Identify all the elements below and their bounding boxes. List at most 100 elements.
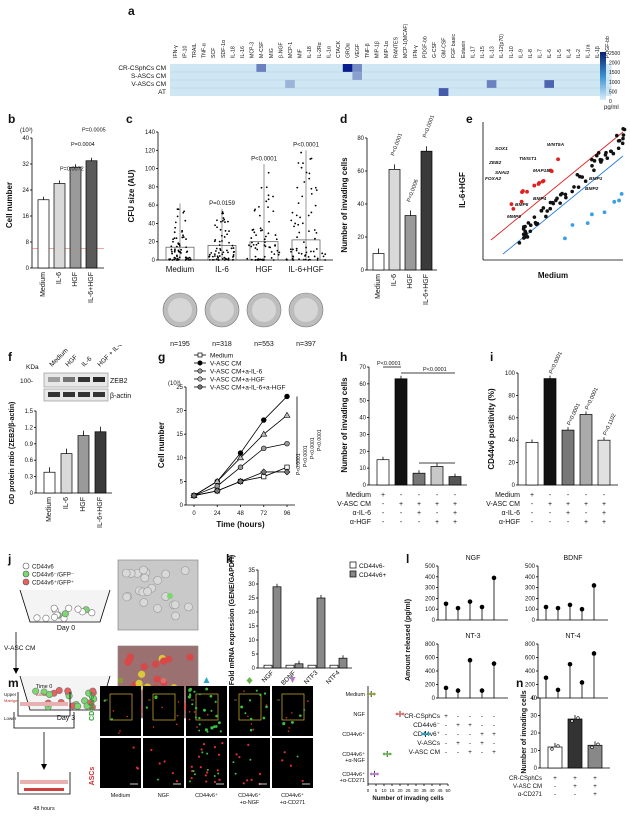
panel-c-point <box>216 255 219 258</box>
panel-b-bar <box>37 199 50 269</box>
panel-d-tick-label: 40 <box>357 202 364 208</box>
panel-e-point-down <box>602 210 607 215</box>
panel-b-tick-label: 8 <box>26 240 30 246</box>
panel-c-point <box>300 166 303 169</box>
panel-g-point <box>283 468 291 476</box>
panel-c-point <box>214 250 217 252</box>
panel-c-point <box>176 215 179 218</box>
panel-c-point <box>278 251 281 254</box>
panel-m-cell-green <box>249 728 253 732</box>
heatmap-column-label: IL-18 <box>307 46 313 58</box>
panel-m-zoom-box <box>152 693 176 721</box>
panel-m-cell-green <box>188 780 191 783</box>
panel-n-tick-label: 20 <box>530 731 537 737</box>
panel-i-sign: - <box>567 492 570 499</box>
panel-c-point <box>308 230 310 233</box>
panel-h-sign: + <box>417 510 421 517</box>
panel-m-dot-x-tick-label: 25 <box>405 788 411 793</box>
panel-g-legend-label: V-ASC CM+a-HGF <box>210 377 265 384</box>
panel-m-cell-red <box>112 710 115 712</box>
panel-n-bar <box>547 746 563 769</box>
heatmap-row-label: AT <box>158 89 166 96</box>
panel-j-micrograph-cell <box>139 565 148 575</box>
panel-e-point-unchanged <box>570 189 574 194</box>
panel-m-dot-x-tick-label: 50 <box>445 788 451 793</box>
panel-m-cell-red <box>135 766 139 769</box>
panel-j-micrograph-cell <box>138 670 146 678</box>
panel-h-tick-label: 40 <box>359 416 366 422</box>
colorbar-unit: pg/ml <box>604 105 619 110</box>
panel-h-condition-label: V-ASC CM <box>337 501 371 508</box>
panel-g-x-tick-label: 24 <box>214 511 221 517</box>
panel-c-point <box>272 195 274 198</box>
panel-a-heatmap: IFN-γ IP-10 TRAIL TNF-α SCF SDF-1α IL-18 IL-16 M… <box>118 23 620 110</box>
panel-j-micrograph-cell <box>152 660 160 668</box>
panel-j-legend-marker <box>22 578 30 586</box>
panel-m-cell-red <box>247 743 250 746</box>
panel-c-point <box>301 195 304 198</box>
panel-c-point <box>173 231 176 234</box>
panel-k-tick-label: 0 <box>252 666 256 672</box>
panel-m-cell-red <box>252 728 255 731</box>
panel-i-chart: CD44v6 positivity (%) 0 20 40 60 80 100 P<0.000… <box>486 351 618 526</box>
heatmap-column-label: IL-6 <box>547 49 553 58</box>
panel-m-cell-green <box>259 694 262 697</box>
panel-m-cell-green <box>202 708 206 712</box>
panel-c-point <box>221 258 224 260</box>
panel-n-sign: - <box>554 791 556 798</box>
panel-l-point <box>467 657 473 663</box>
panel-c-point <box>298 252 300 255</box>
panel-c-point <box>305 251 308 254</box>
panel-l-point <box>543 604 549 610</box>
panel-m-transwell-bottom <box>13 712 75 729</box>
panel-m-cell-green <box>110 718 114 721</box>
panel-c-point <box>302 162 304 165</box>
panel-m-dot-x-tick-label: 35 <box>421 788 427 793</box>
panel-m-cell-red <box>213 780 217 784</box>
colorbar-tick-label: 1500 <box>609 70 620 76</box>
panel-j-micrograph-cell <box>165 655 173 663</box>
panel-m-dot-point <box>401 712 405 716</box>
panel-m-dot-point <box>366 692 370 696</box>
panel-g-tick-label: 5 <box>180 479 184 485</box>
panel-c-point <box>215 258 218 260</box>
panel-i-sign: - <box>549 492 552 499</box>
panel-c-point <box>267 198 270 201</box>
panel-c-point <box>226 249 228 252</box>
panel-c-point <box>293 225 295 228</box>
panel-c-point <box>251 241 253 244</box>
panel-m-zoom-box <box>281 693 305 721</box>
panel-k-bar-plus <box>294 663 304 669</box>
panel-m-column-label: +α-NGF <box>240 800 260 806</box>
panel-d-chart: Number of invading cells 0 20 40 60 80 P<0.000… <box>340 114 437 305</box>
panel-l-tick-label: 400 <box>525 575 536 581</box>
panel-c-point <box>305 171 308 174</box>
panel-c-point <box>316 259 319 261</box>
panel-g-legend-label: V-ASC CM+a-IL-6+a-HGF <box>210 385 286 392</box>
panel-c-point <box>314 237 316 240</box>
panel-m-cell-green <box>296 755 299 758</box>
panel-e-gene-label: MMP9 <box>507 214 521 220</box>
panel-e-point-up <box>519 199 524 204</box>
panel-m-cell-red <box>205 780 208 783</box>
panel-i-sign: + <box>530 492 534 499</box>
panel-k-bar-plus <box>272 586 282 669</box>
panel-m-micrograph-bottom <box>100 738 141 788</box>
panel-n-chart: Number of invading cells 0 10 20 30 40 CR-CSph… <box>509 690 610 798</box>
panel-j-cell <box>50 604 58 612</box>
panel-c-point <box>295 214 298 217</box>
panel-m-ascs-tag: ASCs <box>36 692 46 697</box>
panel-e-gene-label: ZEB2 <box>488 160 502 166</box>
panel-k-legend-label: CD44v6+ <box>359 572 386 579</box>
heatmap-column-label: IP-10 <box>182 45 188 58</box>
panel-m-time48-label: 48 hours <box>33 806 55 812</box>
panel-f-kda: KDa <box>26 364 39 371</box>
panel-c-point <box>308 172 311 175</box>
panel-m-cell-red <box>175 723 178 726</box>
panel-n-sign: + <box>553 775 557 782</box>
panel-c-point <box>291 211 294 214</box>
panel-c-point <box>303 241 305 244</box>
panel-m-matrigel-layer <box>20 702 68 706</box>
panel-i-sign: - <box>531 510 534 517</box>
panel-c-point <box>223 259 226 261</box>
